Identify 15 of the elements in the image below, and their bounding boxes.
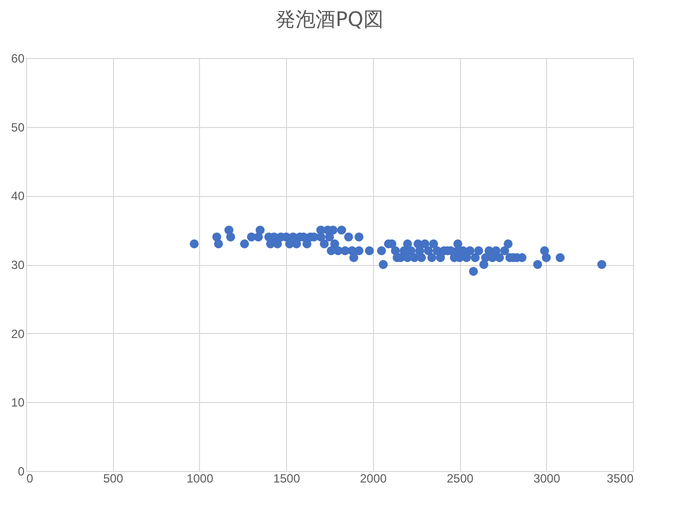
y-tick-label: 40 xyxy=(11,189,25,204)
x-tick-label: 0 xyxy=(26,472,34,486)
y-tick-label: 60 xyxy=(11,52,25,66)
chart-title: 発泡酒PQ図 xyxy=(276,7,384,31)
x-tick-label: 500 xyxy=(103,472,124,486)
y-tick-label: 50 xyxy=(11,120,25,134)
x-tick-label: 2500 xyxy=(446,472,474,486)
x-tick-label: 3000 xyxy=(533,472,560,486)
y-tick-label: 10 xyxy=(11,396,25,410)
y-tick-label: 20 xyxy=(11,326,25,341)
x-tick-label: 1500 xyxy=(273,472,300,486)
x-tick-label: 1000 xyxy=(186,472,214,486)
x-tick-label: 3500 xyxy=(606,472,634,486)
x-tick-label: 2000 xyxy=(360,472,388,486)
y-tick-label: 30 xyxy=(11,258,25,272)
